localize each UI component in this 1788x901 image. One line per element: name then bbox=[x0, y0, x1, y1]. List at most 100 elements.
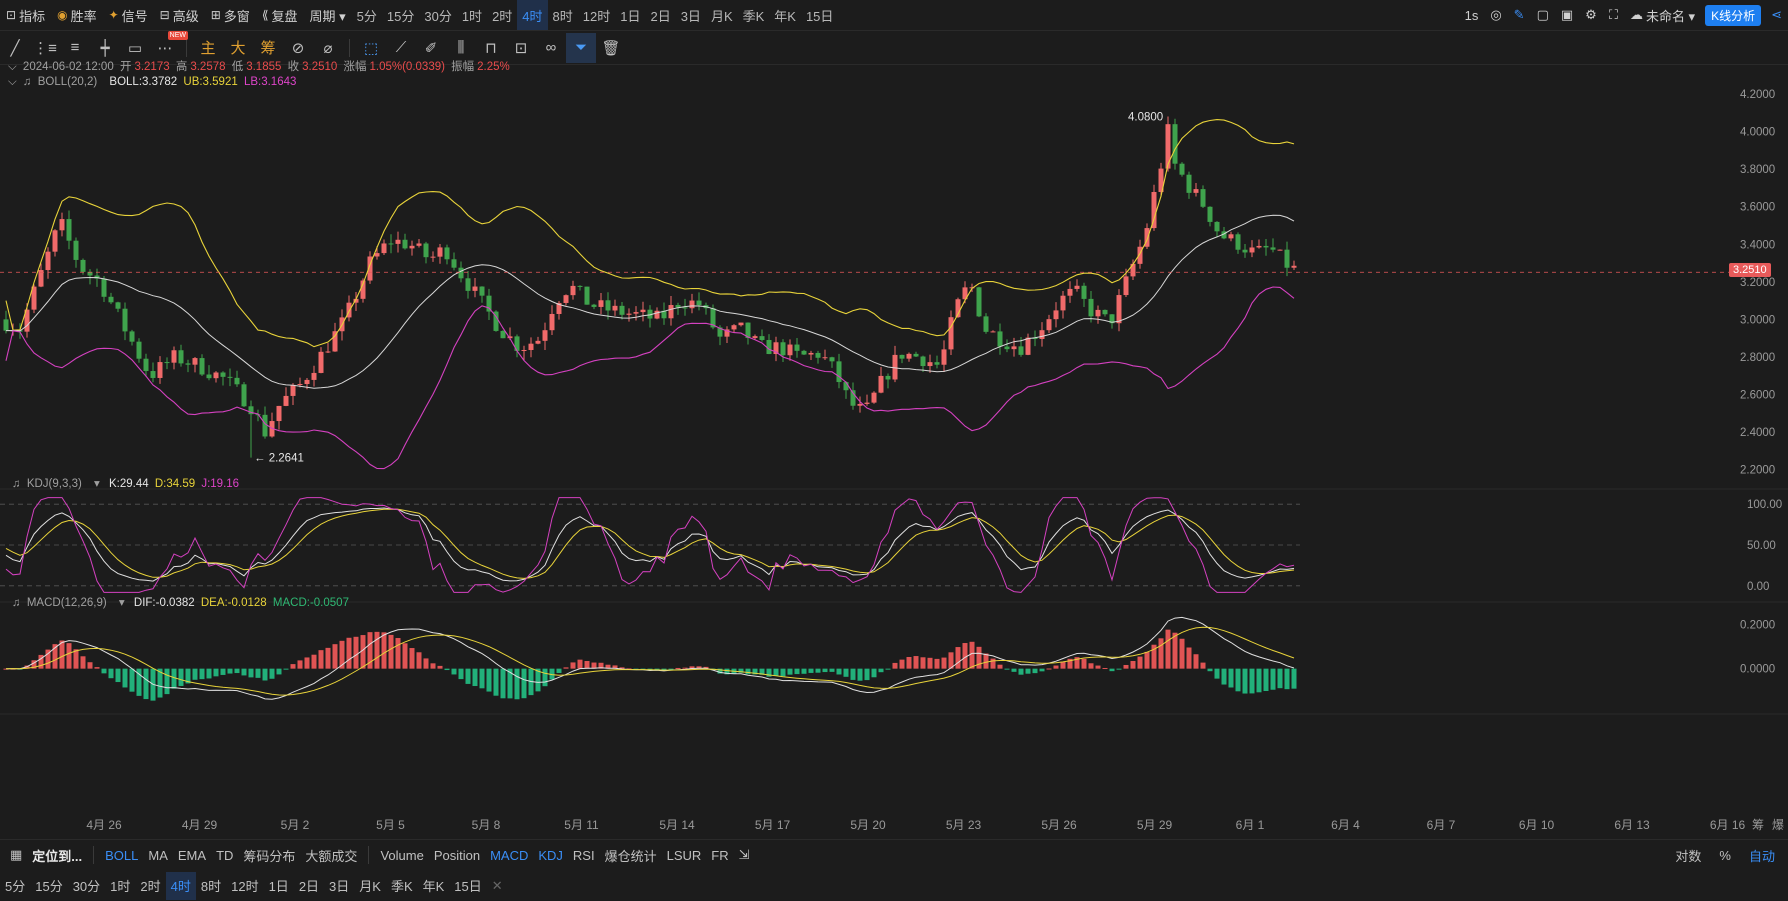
candle-body[interactable] bbox=[731, 325, 737, 330]
bell-icon[interactable]: ♫ bbox=[12, 478, 21, 490]
candle-body[interactable] bbox=[234, 377, 240, 385]
period-tab[interactable]: 年K bbox=[774, 8, 796, 24]
candle-body[interactable] bbox=[150, 371, 156, 378]
candle-body[interactable] bbox=[479, 286, 485, 296]
bottom-period-tab[interactable]: 2日 bbox=[298, 879, 320, 894]
candle-body[interactable] bbox=[1165, 124, 1171, 169]
boll-name[interactable]: BOLL(20,2) bbox=[37, 76, 98, 88]
period-tab[interactable]: 季K bbox=[742, 8, 765, 24]
candle-body[interactable] bbox=[514, 336, 520, 351]
menu-item-3[interactable]: ⊟ 高级 bbox=[154, 0, 205, 30]
candle-body[interactable] bbox=[710, 308, 716, 328]
crosshair-line-tool-icon[interactable]: ┿ bbox=[100, 39, 110, 57]
candle-body[interactable] bbox=[598, 300, 604, 307]
period-tab[interactable]: 8时 bbox=[552, 8, 573, 24]
bottom-period-tab[interactable]: 5分 bbox=[5, 879, 26, 894]
candle-body[interactable] bbox=[31, 286, 37, 310]
bottom-period-tab[interactable]: 30分 bbox=[72, 879, 101, 894]
trash-icon[interactable]: 🗑 bbox=[601, 39, 621, 57]
bottom-period-tab[interactable]: 15分 bbox=[35, 879, 63, 894]
candle-body[interactable] bbox=[766, 339, 772, 355]
candle-body[interactable] bbox=[213, 372, 219, 379]
candle-body[interactable] bbox=[1172, 124, 1178, 164]
candle-body[interactable] bbox=[1193, 189, 1199, 193]
candle-body[interactable] bbox=[1011, 346, 1017, 350]
dropdown-icon[interactable]: ▾ bbox=[94, 478, 100, 490]
bottom-period-tab[interactable]: 8时 bbox=[200, 879, 222, 894]
candle-body[interactable] bbox=[220, 372, 226, 377]
magnet-icon[interactable]: ⊘ bbox=[291, 39, 305, 57]
candle-body[interactable] bbox=[822, 357, 828, 359]
candle-body[interactable] bbox=[773, 342, 779, 355]
dropdown-icon[interactable]: ▾ bbox=[118, 597, 125, 609]
candle-body[interactable] bbox=[850, 390, 856, 406]
period-tab[interactable]: 12时 bbox=[582, 8, 611, 24]
candle-body[interactable] bbox=[1123, 276, 1129, 296]
candle-body[interactable] bbox=[1151, 191, 1157, 229]
candle-body[interactable] bbox=[738, 322, 744, 326]
main-indicator-toggle[interactable]: 大额成交 bbox=[305, 848, 358, 864]
candle-body[interactable] bbox=[1088, 298, 1094, 317]
candle-body[interactable] bbox=[1221, 231, 1227, 239]
candle-body[interactable] bbox=[1130, 263, 1136, 277]
candle-body[interactable] bbox=[1186, 174, 1192, 193]
menu-item-6[interactable]: 周期 ▾ bbox=[304, 0, 352, 30]
bottom-period-tab[interactable]: 年K bbox=[422, 879, 445, 894]
candle-body[interactable] bbox=[605, 300, 611, 311]
candle-body[interactable] bbox=[437, 247, 443, 257]
chart-area[interactable]: 4.2000 4.0000 3.8000 3.6000 3.4000 3.2000 3.00… bbox=[0, 61, 1788, 839]
bottom-period-tab[interactable]: 12时 bbox=[231, 879, 259, 894]
candle-body[interactable] bbox=[780, 342, 786, 356]
fullscreen-icon[interactable]: ⛶ bbox=[1608, 7, 1618, 22]
candle-body[interactable] bbox=[1207, 206, 1213, 222]
candle-body[interactable] bbox=[542, 330, 548, 341]
candle-body[interactable] bbox=[430, 256, 436, 258]
horizontal-lines-tool-icon[interactable]: ≡ bbox=[70, 39, 80, 56]
sub-indicator-toggle[interactable]: Volume bbox=[380, 847, 424, 863]
kdj-name[interactable]: KDJ(9,3,3) bbox=[26, 478, 82, 490]
sub-indicator-toggle[interactable]: FR bbox=[711, 847, 729, 863]
candle-body[interactable] bbox=[423, 243, 429, 258]
candle-body[interactable] bbox=[472, 286, 478, 291]
candle-body[interactable] bbox=[1102, 309, 1108, 315]
candle-body[interactable] bbox=[1263, 245, 1269, 248]
candle-body[interactable] bbox=[1144, 228, 1150, 247]
candle-body[interactable] bbox=[297, 383, 303, 385]
candle-body[interactable] bbox=[199, 358, 205, 375]
scale-option[interactable]: % bbox=[1719, 847, 1731, 863]
bottom-period-tab[interactable]: 2时 bbox=[140, 879, 161, 894]
rectangle-tool-icon[interactable]: ▭ bbox=[127, 39, 143, 57]
candle-body[interactable] bbox=[1235, 234, 1241, 250]
axis-suffix-label[interactable]: 爆 bbox=[1772, 818, 1784, 832]
candle-body[interactable] bbox=[752, 336, 758, 339]
sub-indicator-toggle[interactable]: 爆仓统计 bbox=[604, 848, 657, 864]
candle-body[interactable] bbox=[409, 245, 415, 249]
candle-body[interactable] bbox=[675, 305, 681, 308]
candle-body[interactable] bbox=[927, 362, 933, 367]
candle-body[interactable] bbox=[1046, 319, 1052, 331]
candle-body[interactable] bbox=[283, 395, 289, 406]
period-tab[interactable]: 3日 bbox=[680, 8, 701, 24]
menu-item-2[interactable]: ✦ 信号 bbox=[103, 0, 154, 30]
candle-body[interactable] bbox=[66, 219, 72, 241]
candle-body[interactable] bbox=[997, 331, 1003, 347]
candle-body[interactable] bbox=[633, 312, 639, 314]
candle-body[interactable] bbox=[857, 403, 863, 406]
chevron-icon[interactable]: ⌵ bbox=[8, 61, 17, 73]
candle-body[interactable] bbox=[906, 353, 912, 359]
candle-body[interactable] bbox=[612, 305, 618, 311]
main-indicator-toggle[interactable]: EMA bbox=[177, 847, 207, 863]
candle-body[interactable] bbox=[1277, 249, 1283, 251]
candle-body[interactable] bbox=[1032, 337, 1038, 339]
menu-item-4[interactable]: ⊞ 多窗 bbox=[205, 0, 256, 30]
candle-body[interactable] bbox=[73, 240, 79, 260]
candle-body[interactable] bbox=[241, 384, 247, 407]
sub-indicator-toggle[interactable]: Position bbox=[433, 847, 481, 863]
candle-body[interactable] bbox=[416, 243, 422, 246]
candle-body[interactable] bbox=[941, 349, 947, 365]
candle-body[interactable] bbox=[955, 299, 961, 318]
candle-body[interactable] bbox=[1004, 346, 1010, 350]
candle-body[interactable] bbox=[843, 382, 849, 391]
candle-body[interactable] bbox=[1039, 330, 1045, 339]
chevron-icon[interactable]: ⌵ bbox=[8, 76, 17, 88]
